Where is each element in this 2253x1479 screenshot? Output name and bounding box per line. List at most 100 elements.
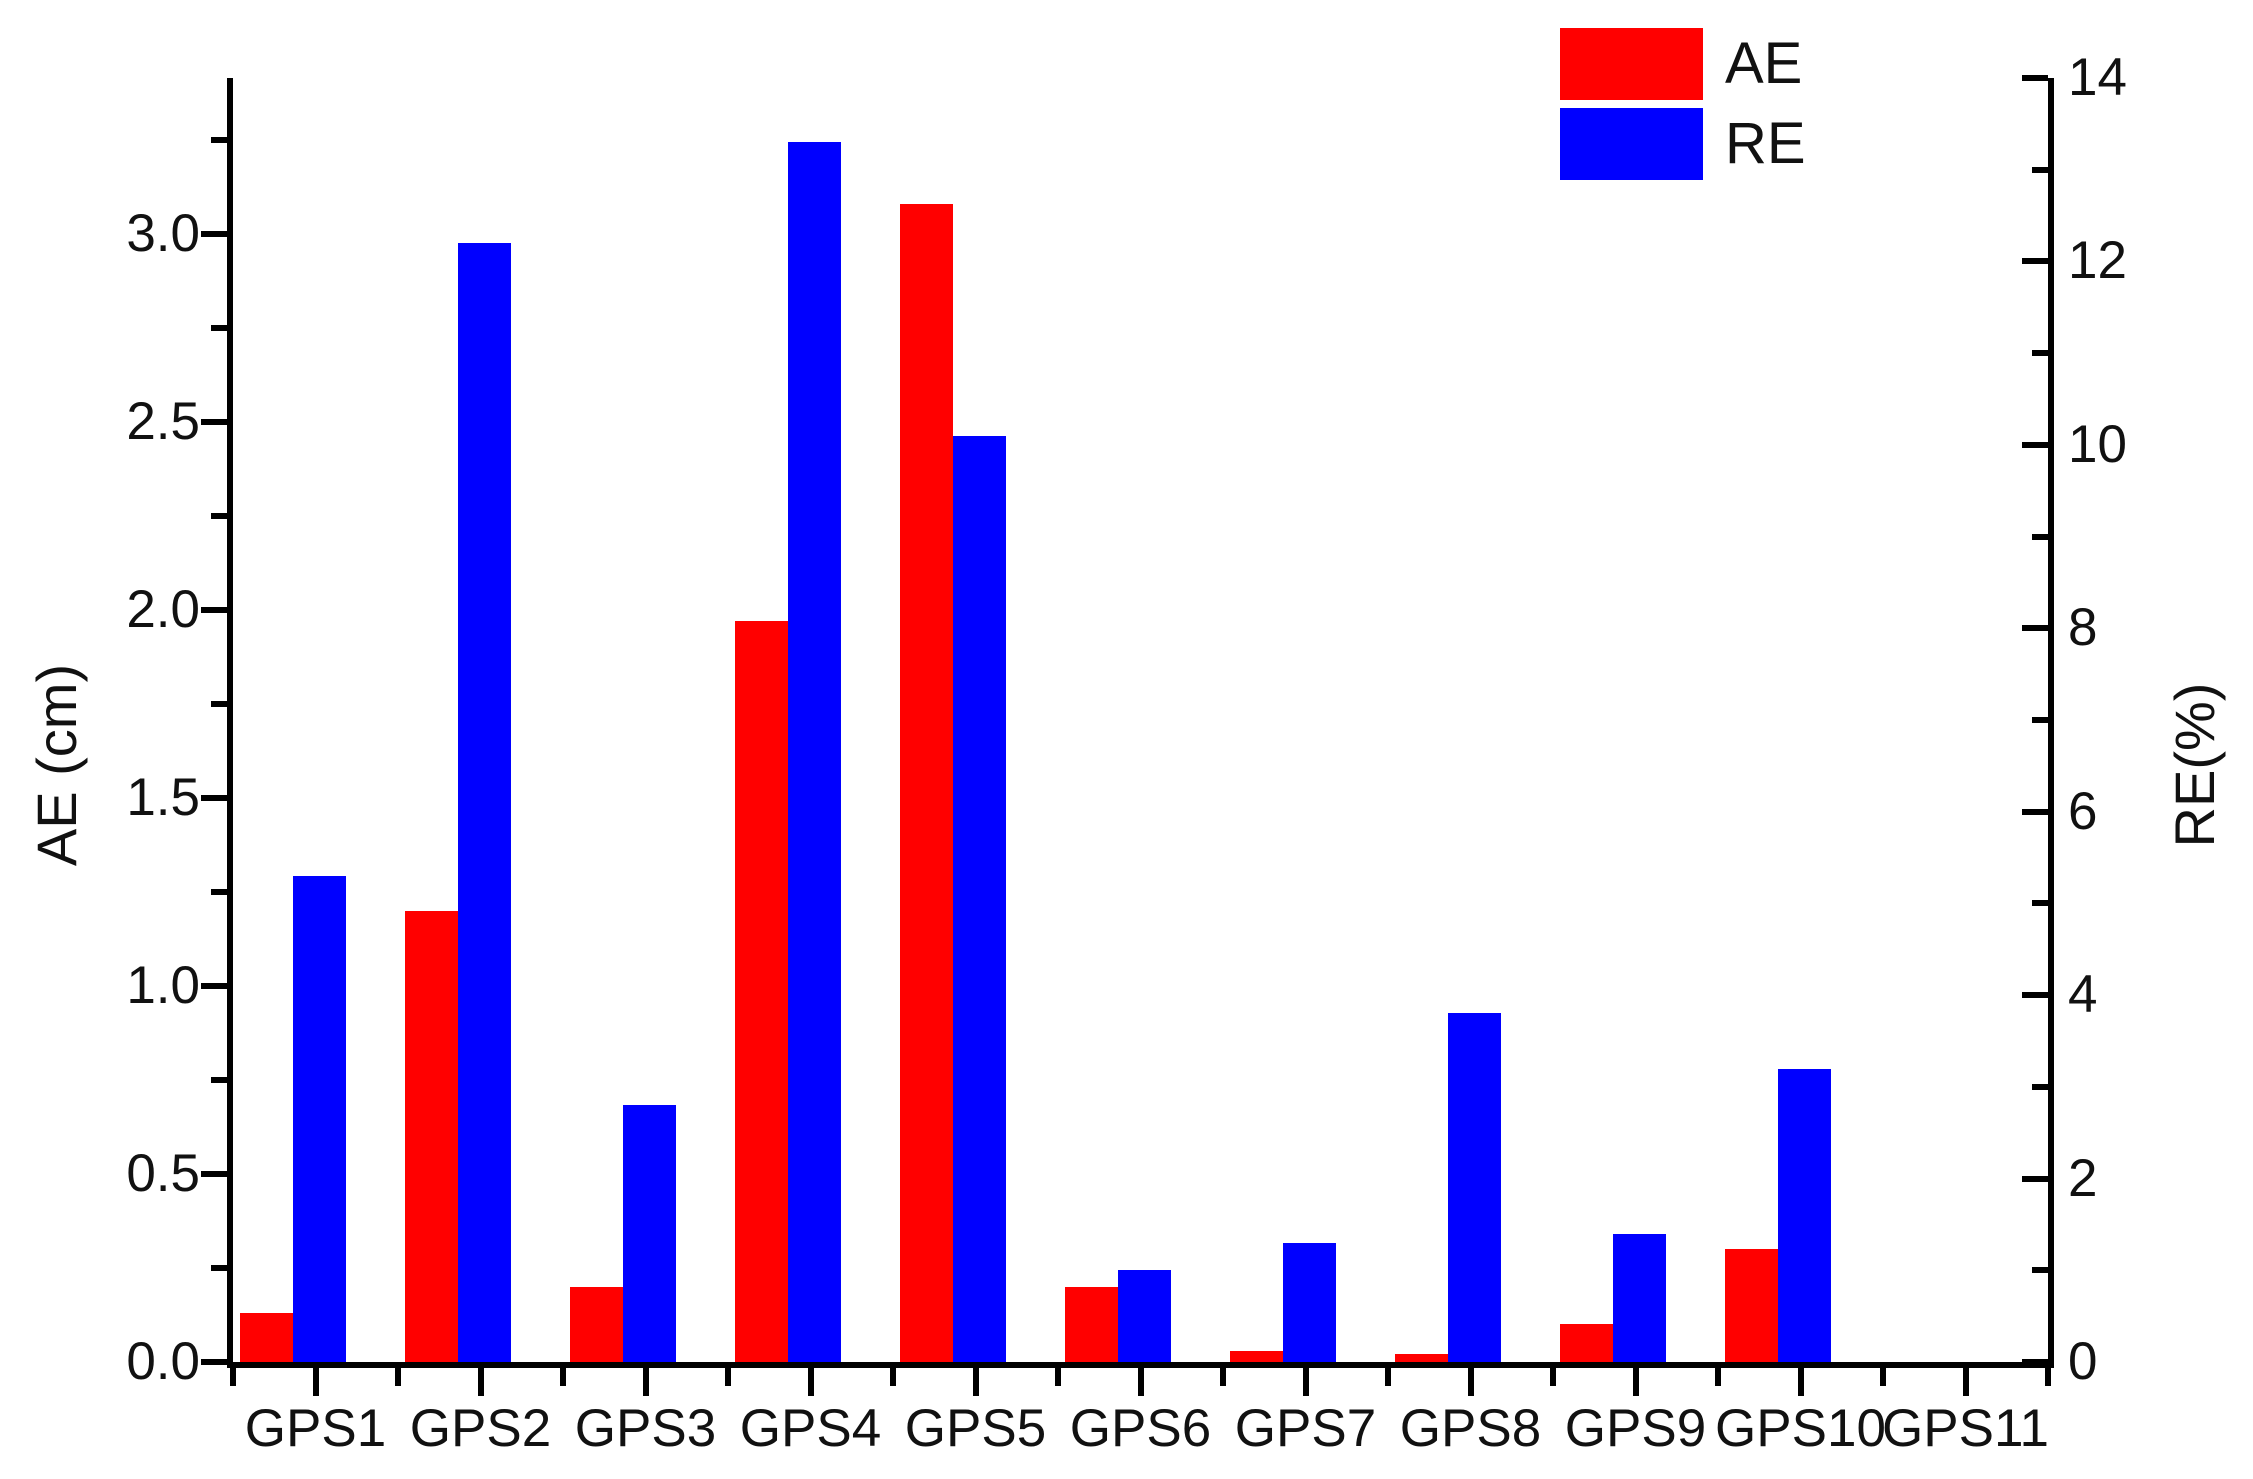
bar-ae-gps9 — [1560, 1324, 1613, 1362]
x-axis-minor-tick — [230, 1368, 236, 1386]
bar-ae-gps7 — [1230, 1350, 1283, 1362]
left-axis-minor-tick — [211, 888, 227, 895]
left-axis-minor-tick — [211, 1076, 227, 1083]
bar-ae-gps2 — [405, 910, 458, 1362]
legend-swatch-re — [1560, 108, 1703, 180]
x-axis-major-tick — [1467, 1368, 1474, 1396]
left-axis-major-tick — [201, 1170, 227, 1177]
left-axis-tick-label: 0.0 — [126, 1332, 200, 1391]
x-axis-minor-tick — [1550, 1368, 1556, 1386]
right-axis-minor-tick — [2032, 1267, 2048, 1274]
bar-re-gps7 — [1283, 1242, 1336, 1362]
right-axis-major-tick — [2022, 992, 2048, 999]
bar-re-gps9 — [1613, 1233, 1666, 1362]
left-axis-major-tick — [201, 418, 227, 425]
right-axis-minor-tick — [2032, 717, 2048, 723]
x-axis-line — [227, 1362, 2054, 1368]
x-axis-major-tick — [1137, 1368, 1144, 1396]
right-axis-major-tick — [2022, 1359, 2048, 1365]
right-axis-tick-label: 4 — [2068, 965, 2098, 1025]
right-axis-tick-label: 6 — [2068, 781, 2098, 841]
bar-re-gps6 — [1118, 1270, 1171, 1362]
right-axis-major-tick — [2022, 1175, 2048, 1182]
bar-re-gps2 — [458, 243, 511, 1362]
left-axis-tick-label: 0.5 — [126, 1143, 200, 1203]
left-axis-minor-tick — [211, 512, 227, 519]
bar-ae-gps10 — [1725, 1249, 1778, 1362]
x-axis-minor-tick — [2045, 1368, 2051, 1386]
right-axis-major-tick — [2022, 75, 2048, 81]
right-axis-minor-tick — [2032, 1083, 2048, 1090]
x-axis-category-label: GPS6 — [1069, 1399, 1212, 1458]
bar-re-gps4 — [788, 142, 841, 1362]
x-axis-major-tick — [807, 1368, 814, 1396]
x-axis-major-tick — [1962, 1368, 1969, 1396]
legend-item-ae: AE — [1560, 28, 1806, 100]
left-axis-minor-tick — [211, 324, 227, 331]
bar-ae-gps8 — [1395, 1354, 1448, 1362]
x-axis-major-tick — [312, 1368, 319, 1396]
left-axis-tick-label: 1.0 — [126, 955, 200, 1015]
bar-re-gps5 — [953, 435, 1006, 1362]
right-axis-tick-label: 12 — [2068, 231, 2127, 291]
bar-ae-gps3 — [570, 1286, 623, 1362]
bar-ae-gps5 — [900, 203, 953, 1362]
left-axis-tick-label: 1.5 — [126, 767, 200, 827]
bar-ae-gps1 — [240, 1313, 293, 1362]
legend-item-re: RE — [1560, 108, 1806, 180]
left-axis-major-tick — [201, 606, 227, 613]
right-axis-tick-label: 8 — [2068, 598, 2098, 658]
bar-re-gps3 — [623, 1105, 676, 1362]
left-axis-major-tick — [201, 1359, 227, 1365]
bar-ae-gps6 — [1065, 1286, 1118, 1362]
x-axis-minor-tick — [560, 1368, 566, 1386]
x-axis-major-tick — [1302, 1368, 1309, 1396]
legend-label-ae: AE — [1725, 31, 1803, 96]
right-axis-title: RE(%) — [2163, 682, 2226, 848]
x-axis-minor-tick — [395, 1368, 401, 1386]
x-axis-major-tick — [972, 1368, 979, 1396]
x-axis-minor-tick — [1715, 1368, 1721, 1386]
x-axis-category-label: GPS3 — [574, 1399, 717, 1458]
right-axis-tick-label: 10 — [2068, 414, 2127, 474]
right-axis-major-tick — [2022, 625, 2048, 632]
legend: AE RE — [1560, 28, 1806, 180]
x-axis-category-label: GPS7 — [1234, 1399, 1377, 1458]
left-axis-tick-label: 2.5 — [126, 391, 200, 451]
x-axis-minor-tick — [1385, 1368, 1391, 1386]
x-axis-category-label: GPS4 — [739, 1399, 882, 1458]
left-axis-tick-label: 3.0 — [126, 203, 200, 263]
x-axis-major-tick — [642, 1368, 649, 1396]
legend-swatch-ae — [1560, 28, 1703, 100]
x-axis-major-tick — [1797, 1368, 1804, 1396]
x-axis-category-label: GPS9 — [1564, 1399, 1707, 1458]
left-axis-minor-tick — [211, 700, 227, 707]
right-axis-minor-tick — [2032, 533, 2048, 540]
left-axis-major-tick — [201, 794, 227, 801]
bar-ae-gps4 — [735, 621, 788, 1362]
x-axis-category-label: GPS2 — [409, 1399, 552, 1458]
x-axis-major-tick — [477, 1368, 484, 1396]
right-axis-tick-label: 2 — [2068, 1148, 2098, 1208]
left-axis-major-tick — [201, 230, 227, 237]
right-axis-minor-tick — [2032, 900, 2048, 907]
left-axis-major-tick — [201, 982, 227, 989]
right-axis-major-tick — [2022, 258, 2048, 265]
x-axis-minor-tick — [725, 1368, 731, 1386]
right-axis-line — [2048, 78, 2054, 1368]
right-axis-minor-tick — [2032, 166, 2048, 173]
x-axis-minor-tick — [1055, 1368, 1061, 1386]
right-axis-major-tick — [2022, 441, 2048, 448]
bar-re-gps8 — [1448, 1013, 1501, 1362]
right-axis-tick-label: 14 — [2068, 48, 2127, 107]
x-axis-major-tick — [1632, 1368, 1639, 1396]
x-axis-minor-tick — [890, 1368, 896, 1386]
right-axis-tick-label: 0 — [2068, 1332, 2098, 1391]
right-axis-minor-tick — [2032, 350, 2048, 357]
x-axis-category-label: GPS11 — [1882, 1399, 2049, 1458]
left-axis-minor-tick — [211, 1264, 227, 1271]
legend-label-re: RE — [1725, 111, 1806, 176]
x-axis-minor-tick — [1880, 1368, 1886, 1386]
left-axis-line — [227, 78, 233, 1368]
